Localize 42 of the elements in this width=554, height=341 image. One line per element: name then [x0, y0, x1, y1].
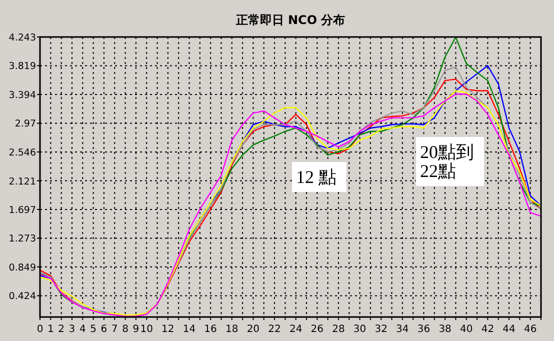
x-tick-label: 3	[68, 324, 76, 335]
x-tick-label: 16	[204, 324, 217, 335]
x-tick-label: 42	[481, 324, 494, 335]
x-tick-label: 12	[162, 324, 174, 335]
x-tick-label: 38	[438, 324, 452, 335]
x-tick-label: 20	[246, 324, 260, 335]
x-tick-label: 6	[100, 324, 108, 335]
y-tick-label: 1.273	[8, 234, 36, 245]
y-tick-label: 2.121	[8, 176, 36, 188]
y-tick-label: 4.243	[8, 32, 36, 44]
x-tick-label: 32	[374, 324, 388, 335]
annotation: 20點到22點	[420, 142, 474, 181]
y-tick-label: 3.394	[8, 90, 36, 102]
x-tick-label: 44	[502, 324, 516, 335]
y-tick-label: 2.97	[14, 118, 36, 130]
x-tick-label: 24	[289, 324, 302, 335]
x-tick-label: 30	[353, 324, 366, 335]
x-tick-label: 22	[268, 324, 281, 335]
x-tick-label: 18	[226, 324, 238, 335]
x-tick-label: 5	[90, 324, 96, 335]
y-tick-label: 0.849	[8, 262, 36, 274]
x-tick-label: 40	[460, 324, 473, 335]
y-tick-label: 0.424	[8, 291, 36, 302]
chart-title: 正常即日 NCO 分布	[234, 13, 346, 27]
x-tick-label: 1	[47, 324, 54, 335]
x-tick-label: 8	[122, 324, 128, 335]
x-tick-label: 4	[79, 324, 86, 335]
x-tick-label: 10	[140, 324, 153, 335]
y-tick-label: 1.697	[8, 204, 36, 216]
x-tick-label: 9	[132, 324, 140, 335]
x-tick-label: 46	[524, 324, 537, 335]
annotation: 12 點	[296, 167, 336, 187]
x-tick-label: 0	[36, 324, 44, 335]
x-tick-label: 26	[310, 324, 324, 335]
y-tick-label: 3.819	[8, 61, 36, 72]
x-tick-label: 28	[332, 324, 345, 335]
x-tick-label: 14	[182, 324, 196, 335]
x-tick-label: 34	[396, 324, 409, 335]
y-tick-label: 2.546	[8, 147, 36, 158]
x-tick-label: 2	[58, 324, 65, 335]
x-tick-label: 36	[417, 324, 430, 335]
x-tick-label: 7	[111, 324, 118, 335]
